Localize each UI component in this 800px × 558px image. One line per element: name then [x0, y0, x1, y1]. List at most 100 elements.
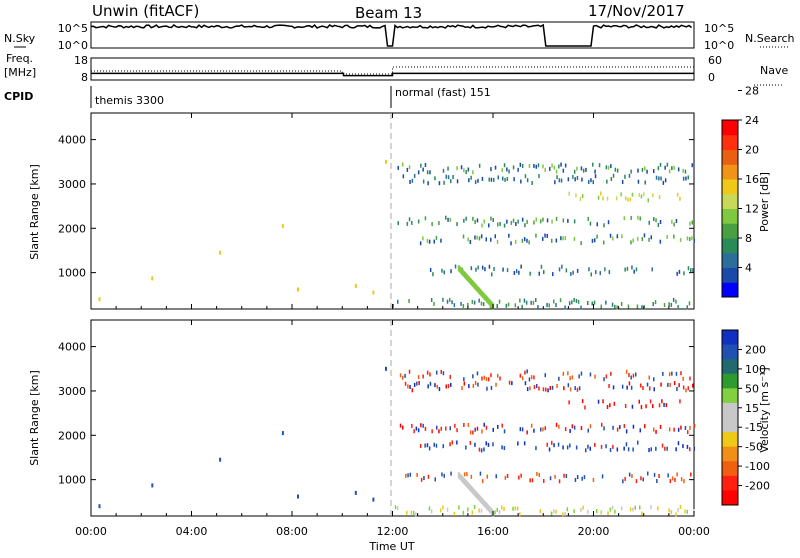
scatter-cell [508, 169, 510, 174]
scatter-cell [496, 304, 498, 308]
scatter-cell [662, 180, 665, 185]
scatter-cell [451, 440, 453, 445]
scatter-cell [623, 216, 626, 221]
scatter-cell [452, 175, 454, 179]
scatter-cell [573, 509, 575, 514]
scatter-cell [536, 471, 538, 476]
scatter-cell [533, 375, 535, 380]
scatter-cell [443, 270, 445, 275]
scatter-cell [520, 179, 522, 184]
scatter-cell [583, 475, 586, 480]
scatter-cell [573, 425, 576, 430]
scatter-cell [574, 386, 576, 391]
scatter-cell [411, 388, 414, 393]
scatter-cell [442, 505, 444, 510]
scatter-cell [523, 237, 526, 242]
scatter-cell [580, 426, 583, 431]
scatter-cell [675, 447, 677, 452]
scatter-cell [686, 444, 689, 449]
scatter-cell [626, 385, 628, 390]
beam-title: Beam 13 [355, 4, 422, 22]
scatter-cell [408, 165, 411, 170]
scatter-cell [562, 371, 565, 376]
scatter-cell [664, 446, 666, 451]
scatter-cell [671, 166, 673, 171]
scatter-cell [666, 162, 669, 167]
scatter-cell [580, 507, 582, 512]
scatter-cell [641, 167, 644, 172]
scatter-cell [429, 372, 431, 377]
scatter-cell [461, 386, 463, 391]
scatter-cell [474, 180, 477, 185]
scatter-cell [470, 266, 473, 271]
scatter-cell [672, 297, 675, 302]
scatter-cell [658, 403, 661, 408]
scatter-cell [528, 240, 530, 245]
scatter-cell [445, 215, 447, 220]
scatter-cell [558, 178, 561, 183]
scatter-cell [538, 271, 540, 276]
scatter-cell [419, 444, 422, 448]
scatter-cell [399, 423, 402, 428]
scatter-cell [506, 177, 509, 181]
scatter-cell [641, 237, 643, 242]
scatter-cell [481, 479, 484, 484]
scatter-cell [418, 381, 420, 385]
scatter-cell [518, 270, 520, 275]
scatter-cell [632, 238, 634, 243]
scatter-cell [668, 508, 670, 513]
scatter-cell [542, 164, 544, 169]
scatter-cell [450, 269, 452, 274]
scatter-cell [677, 167, 680, 172]
x-tick-label: 00:00 [75, 525, 107, 538]
scatter-cell [427, 181, 429, 186]
scatter-cell [612, 444, 614, 449]
colorbar-tick-label: -200 [745, 480, 770, 493]
scatter-cell [639, 216, 641, 221]
scatter-cell [472, 216, 474, 221]
scatter-cell [562, 236, 564, 241]
scatter-cell [608, 270, 611, 275]
scatter-cell [640, 194, 643, 199]
scatter-cell [467, 167, 470, 172]
scatter-cell [526, 178, 529, 183]
scatter-cell [576, 268, 579, 273]
scatter-cell [477, 382, 479, 387]
scatter-cell [426, 170, 429, 175]
scatter-cell [549, 166, 551, 171]
scatter-cell [494, 510, 496, 515]
cpid-row: CPID themis 3300 normal (fast) 151 [4, 86, 491, 108]
scatter-cell [482, 302, 485, 307]
scatter-cell [488, 223, 490, 228]
scatter-cell [605, 374, 608, 379]
scatter-cell [474, 442, 476, 447]
scatter-cell [657, 166, 660, 171]
scatter-cell [612, 385, 615, 390]
scatter-cell [478, 298, 480, 303]
scatter-cell [558, 376, 560, 381]
scatter-cell [462, 304, 465, 308]
scatter-cell [430, 509, 433, 514]
scatter-cell [671, 219, 673, 224]
freq-label-2: [MHz] [4, 66, 36, 79]
scatter-cell [542, 387, 545, 392]
scatter-cell [412, 511, 415, 515]
y-tick-label: 3000 [58, 178, 86, 191]
scatter-cell [587, 217, 589, 221]
scatter-cell [631, 192, 634, 197]
scatter-cell [660, 382, 662, 387]
scatter-cell [480, 301, 483, 306]
scatter-cell [511, 381, 513, 386]
scatter-cell [447, 217, 449, 222]
scatter-cell [644, 424, 646, 429]
scatter-cell [612, 173, 615, 178]
early-point [385, 366, 387, 371]
scatter-cell [643, 192, 645, 197]
scatter-cell [691, 236, 693, 241]
scatter-cell [535, 164, 537, 169]
scatter-cell [474, 220, 476, 224]
nsky-panel: 10^5 10^0 N.Sky 10^5 10^0 N.Search [4, 21, 795, 52]
scatter-cell [481, 376, 483, 381]
scatter-cell [505, 303, 508, 308]
